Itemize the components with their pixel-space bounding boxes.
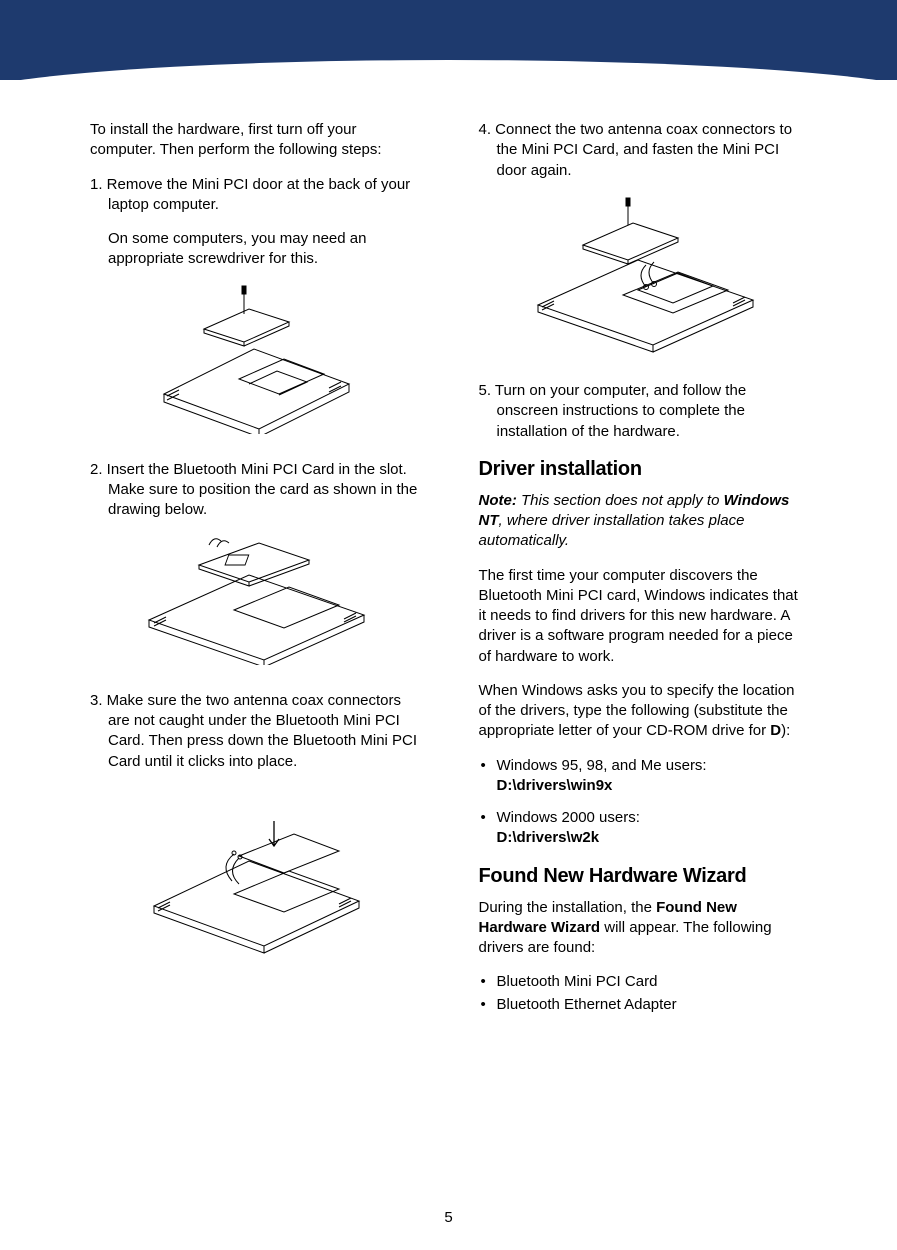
drivers-found-list: Bluetooth Mini PCI Card Bluetooth Ethern… [479,972,808,1015]
list-item: Windows 2000 users: D:\drivers\w2k [479,808,808,849]
list-item: Bluetooth Mini PCI Card [479,972,808,992]
win9x-label: Windows 95, 98, and Me users: [497,757,707,774]
heading-found-new-hardware: Found New Hardware Wizard [479,863,808,890]
left-column: To install the hardware, first turn off … [90,120,419,1017]
right-column: 4. Connect the two antenna coax connecto… [479,120,808,1017]
note-body: This section does not apply to [517,492,724,509]
w2k-path: D:\drivers\w2k [497,829,600,846]
list-item: Windows 95, 98, and Me users: D:\drivers… [479,756,808,797]
p2-b: ): [781,722,790,739]
step-5: 5. Turn on your computer, and follow the… [479,381,808,442]
figure-2 [90,535,419,671]
driver-p1: The first time your computer discovers t… [479,566,808,667]
step-1: 1. Remove the Mini PCI door at the back … [90,175,419,216]
header-band [0,0,897,80]
step-4: 4. Connect the two antenna coax connecto… [479,120,808,181]
driver-paths-list: Windows 95, 98, and Me users: D:\drivers… [479,756,808,849]
heading-driver-installation: Driver installation [479,456,808,483]
figure-3 [90,786,419,962]
p2-a: When Windows asks you to specify the loc… [479,682,795,740]
intro-text: To install the hardware, first turn off … [90,120,419,161]
list-item: Bluetooth Ethernet Adapter [479,995,808,1015]
wizard-intro: During the installation, the Found New H… [479,898,808,959]
step-3: 3. Make sure the two antenna coax connec… [90,691,419,772]
page-number: 5 [0,1209,897,1226]
page-content: To install the hardware, first turn off … [0,80,897,1037]
p2-D: D [770,722,781,739]
step-1-sub: On some computers, you may need an appro… [90,229,419,270]
note-tail: , where driver installation takes place … [479,512,745,549]
step-2: 2. Insert the Bluetooth Mini PCI Card in… [90,460,419,521]
driver-p2: When Windows asks you to specify the loc… [479,681,808,742]
wiz-a: During the installation, the [479,899,657,916]
note-lead: Note: [479,492,517,509]
driver-note: Note: This section does not apply to Win… [479,491,808,552]
win9x-path: D:\drivers\win9x [497,777,613,794]
figure-1 [90,284,419,440]
figure-4 [479,195,808,361]
w2k-label: Windows 2000 users: [497,809,640,826]
